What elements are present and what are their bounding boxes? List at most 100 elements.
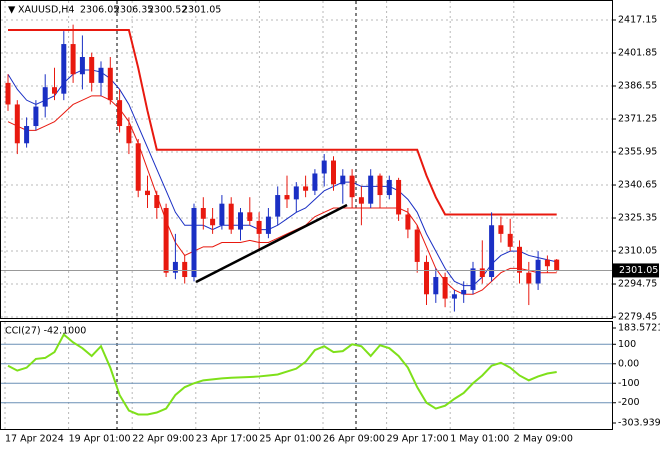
indicator-line bbox=[7, 69, 557, 287]
candle-body bbox=[386, 179, 392, 196]
candle-body bbox=[117, 100, 123, 127]
candle-body bbox=[396, 179, 402, 215]
cci-title: CCI(27) -42.1000 bbox=[5, 326, 86, 337]
candle-body bbox=[52, 87, 57, 94]
y-tick-label: -200 bbox=[618, 397, 640, 408]
candle-body bbox=[442, 277, 448, 299]
candle-body bbox=[70, 44, 76, 75]
candle-body bbox=[135, 143, 141, 191]
candle-body bbox=[200, 207, 206, 219]
y-tick-label: 2355.95 bbox=[618, 147, 657, 158]
candle-body bbox=[98, 67, 104, 83]
candle-body bbox=[163, 207, 169, 273]
candle-body bbox=[479, 268, 485, 278]
y-tick-label: 2401.85 bbox=[618, 48, 657, 59]
candle-body bbox=[451, 294, 457, 299]
candle-body bbox=[368, 175, 374, 204]
x-tick-label: 19 Apr 01:00 bbox=[69, 434, 131, 445]
candle-body bbox=[526, 272, 532, 284]
marks bbox=[1, 1, 616, 429]
candle-body bbox=[284, 195, 290, 200]
candle-body bbox=[126, 126, 132, 144]
ohlc-open: 2306.05 bbox=[80, 5, 119, 16]
y-tick-label: -303.9395 bbox=[618, 418, 660, 429]
candle-body bbox=[172, 261, 178, 273]
candle-body bbox=[293, 186, 299, 200]
ohlc-high: 2306.35 bbox=[114, 5, 153, 16]
candle-body bbox=[33, 106, 39, 127]
candle-body bbox=[275, 195, 281, 217]
ohlc-low: 2300.52 bbox=[148, 5, 187, 16]
candle-body bbox=[107, 67, 113, 101]
header: ▼ XAUUSD,H4 2306.05 2306.35 2300.52 2301… bbox=[8, 5, 221, 16]
candle-body bbox=[331, 160, 336, 185]
candle-body bbox=[377, 175, 383, 196]
candle-body bbox=[414, 229, 420, 262]
candle-body bbox=[321, 160, 327, 174]
x-tick-label: 23 Apr 17:00 bbox=[196, 434, 258, 445]
candle-body bbox=[461, 289, 467, 295]
candle-body bbox=[154, 195, 160, 208]
candle-body bbox=[358, 197, 364, 204]
candle-body bbox=[349, 175, 355, 198]
y-tick-label: 183.5721 bbox=[618, 323, 660, 334]
y-tick-label: 2279.45 bbox=[618, 312, 657, 323]
candle-body bbox=[424, 261, 429, 295]
candle-body bbox=[433, 277, 439, 295]
y-tick-label: 2371.25 bbox=[618, 114, 657, 125]
candle-body bbox=[219, 203, 225, 226]
candle-body bbox=[79, 57, 85, 75]
candle-body bbox=[303, 186, 309, 191]
cci-frame bbox=[0, 321, 613, 430]
candle-body bbox=[24, 126, 30, 144]
y-tick-label: 2340.65 bbox=[618, 180, 657, 191]
candle-body bbox=[256, 220, 262, 234]
y-tick-label: -100 bbox=[618, 378, 640, 389]
candle-body bbox=[42, 87, 48, 107]
main-frame bbox=[0, 0, 613, 319]
x-tick-label: 22 Apr 09:00 bbox=[132, 434, 194, 445]
candle-body bbox=[470, 268, 476, 290]
candle-body bbox=[535, 259, 541, 284]
candle-body bbox=[210, 218, 216, 226]
x-tick-label: 29 Apr 17:00 bbox=[387, 434, 449, 445]
candle-body bbox=[498, 225, 504, 234]
candle-body bbox=[405, 214, 411, 230]
x-tick-label: 26 Apr 09:00 bbox=[323, 434, 385, 445]
candle-body bbox=[517, 246, 522, 273]
last-price-label: 2301.05 bbox=[619, 265, 658, 276]
y-tick-label: 2417.15 bbox=[618, 15, 657, 26]
x-tick-label: 25 Apr 01:00 bbox=[259, 434, 321, 445]
candle-body bbox=[507, 233, 513, 247]
candle-body bbox=[247, 212, 253, 221]
candle-body bbox=[312, 173, 318, 191]
candle-body bbox=[544, 259, 550, 267]
trendline bbox=[195, 203, 348, 284]
candle-body bbox=[489, 225, 495, 278]
chart-title: XAUUSD,H4 bbox=[18, 5, 74, 16]
candle-body bbox=[61, 44, 67, 94]
y-tick-label: 0.00 bbox=[618, 358, 639, 369]
last-price-box bbox=[613, 263, 659, 278]
y-tick-label: 2386.55 bbox=[618, 81, 657, 92]
candle-body bbox=[340, 175, 346, 185]
ohlc-close: 2301.05 bbox=[182, 5, 221, 16]
x-tick-label: 1 May 01:00 bbox=[450, 434, 509, 445]
candle-body bbox=[14, 104, 20, 144]
cci-line bbox=[7, 332, 557, 416]
candle-body bbox=[265, 216, 271, 234]
candle-body bbox=[191, 207, 197, 278]
y-tick-label: 100 bbox=[618, 339, 636, 350]
candle-body bbox=[554, 259, 560, 271]
x-tick-label: 17 Apr 2024 bbox=[5, 434, 64, 445]
indicator-line bbox=[8, 29, 557, 216]
candle-body bbox=[145, 190, 150, 196]
candle-body bbox=[238, 212, 243, 230]
candle-body bbox=[182, 261, 188, 278]
y-tick-label: 2310.05 bbox=[618, 246, 657, 257]
indicator-line bbox=[7, 95, 557, 295]
y-tick-label: 2325.35 bbox=[618, 213, 657, 224]
candle-body bbox=[5, 82, 11, 105]
symbol-arrow: ▼ bbox=[8, 5, 16, 16]
